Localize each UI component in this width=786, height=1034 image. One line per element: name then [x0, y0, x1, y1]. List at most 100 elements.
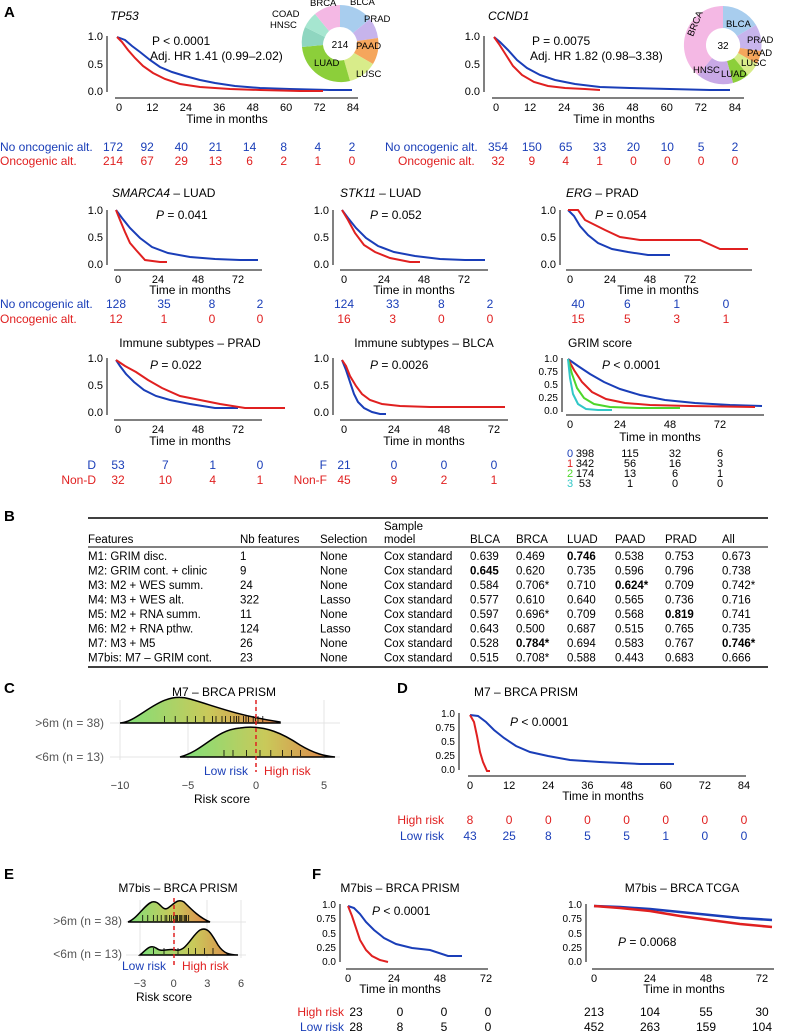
table-cell: 0.584: [470, 580, 499, 592]
series-line-grim-1: [567, 358, 756, 408]
table-cell: 322: [240, 595, 259, 607]
donut-slice-prad: [353, 19, 378, 41]
p-value: P = 0.0075: [532, 34, 590, 48]
donut-slice-lusc: [734, 53, 757, 75]
donut-slice-paad: [738, 48, 761, 64]
y-tick-labels: 1.0 0.5 0.0: [314, 353, 329, 419]
y-tick: 0.75: [563, 914, 583, 925]
risk-count: 115: [621, 448, 639, 460]
risk-table-ccnd1: No oncogenic alt. Oncogenic alt. 354 150 6…: [385, 140, 739, 168]
row-label: <6m (n = 13): [53, 947, 122, 961]
y-tick: 0.0: [314, 407, 329, 419]
y-tick-labels: 1.0 0.5 0.0: [88, 205, 103, 271]
x-tick-labels: 0 24 48 72: [567, 419, 726, 431]
x-tick: 48: [247, 102, 259, 114]
y-tick: 0.0: [541, 259, 556, 271]
table-cell: Cox standard: [384, 653, 452, 665]
x-tick-labels: 0 12 24 36 48 60 72 84: [467, 780, 750, 792]
x-tick: 0: [115, 274, 121, 286]
table-cell: None: [320, 609, 348, 621]
y-tick-labels: 1.0 0.75 0.5 0.25 0.0: [317, 900, 337, 968]
risk-count: 0: [717, 478, 723, 490]
table-cell: Cox standard: [384, 566, 452, 578]
table-cell: 24: [240, 580, 253, 592]
risk-count: 8: [397, 1020, 404, 1034]
series-line-red: [115, 209, 167, 263]
risk-row-red: 214 67 29 13 6 2 1 0: [103, 154, 356, 168]
risk-label-red: High risk: [297, 1005, 345, 1019]
risk-count: 2: [487, 297, 494, 311]
risk-count: 20: [627, 140, 641, 154]
plot-title: M7 – BRCA PRISM: [172, 685, 276, 699]
table-cell: Cox standard: [384, 624, 452, 636]
row-label: <6m (n = 13): [35, 750, 104, 764]
p-value: P = 0.022: [150, 358, 202, 372]
risk-count: 0: [209, 312, 216, 326]
hazard-ratio: Adj. HR 1.82 (0.98–3.38): [530, 49, 663, 63]
x-tick: −10: [111, 780, 130, 792]
risk-count: 28: [349, 1020, 363, 1034]
risk-count: 0: [441, 458, 448, 472]
risk-row-blue: 128 35 8 2: [106, 297, 264, 311]
row-label: >6m (n = 38): [35, 716, 104, 730]
risk-row-blue: 43 25 8 5 5 1 0 0: [463, 829, 747, 843]
p-value: P < 0.0001: [602, 358, 661, 372]
risk-count: 0: [485, 1005, 492, 1019]
risk-count: 16: [337, 312, 351, 326]
risk-count: 6: [717, 448, 723, 460]
donut-slice-brca: [315, 4, 340, 31]
x-tick: 36: [213, 102, 225, 114]
table-cell: 0.716: [722, 595, 751, 607]
km-plot-immune-blca: Immune subtypes – BLCA 1.0 0.5 0.0 0 24 48…: [314, 336, 508, 448]
risk-count: 23: [349, 1005, 363, 1019]
risk-count: 0: [702, 829, 709, 843]
x-tick: 48: [192, 274, 204, 286]
risk-count: 354: [488, 140, 508, 154]
risk-count: 10: [661, 140, 675, 154]
donut-center-count: 32: [717, 41, 729, 52]
table-cell: 0.736: [665, 595, 694, 607]
risk-row-red: 45 9 2 1: [337, 473, 497, 487]
y-tick: 0.25: [539, 393, 559, 404]
donut-label: LUAD: [314, 58, 339, 69]
series-line-red: [341, 209, 420, 263]
y-tick: 0.5: [88, 380, 103, 392]
risk-row-blue: 354 150 65 33 20 10 5 2: [488, 140, 739, 154]
table-cell: 0.515: [615, 624, 644, 636]
y-tick: 0.75: [317, 914, 337, 925]
km-plot-d: 1.0 0.75 0.5 0.25 0.0 0 12 24 36 48 60 72 84 Ti…: [436, 709, 751, 803]
donut-label: BRCA: [310, 0, 337, 9]
donut-slice-blca: [340, 4, 370, 33]
risk-count: 0: [441, 1005, 448, 1019]
table-cell: 0.538: [615, 551, 644, 563]
y-tick: 1.0: [441, 709, 455, 720]
density-ridge-gt6m: [119, 696, 281, 724]
x-tick: 48: [418, 274, 430, 286]
km-plot-tp53: TP53 1.0 0.5 0.0 0 12 24 36 48 60 72 84 Time in…: [88, 9, 359, 126]
series-line-grim-2: [567, 358, 680, 409]
risk-count: 0: [485, 1020, 492, 1034]
rug-marks: [163, 716, 301, 756]
x-axis-label: Time in months: [573, 112, 655, 126]
risk-count: 263: [640, 1020, 660, 1034]
table-header: model: [384, 534, 415, 546]
table-cell: 0.643: [470, 624, 499, 636]
donut-labels: BRCA BLCA PRAD PAAD LUSC LUAD HNSC: [686, 9, 774, 80]
risk-count: 40: [175, 140, 189, 154]
risk-row-blue: 21 0 0 0: [337, 458, 497, 472]
table-cell: Lasso: [320, 595, 351, 607]
x-tick: 0: [171, 978, 177, 990]
donut-slice-coad: [305, 14, 329, 37]
risk-count: 29: [175, 154, 189, 168]
table-cell: 0.583: [615, 638, 644, 650]
x-tick: 72: [488, 424, 500, 436]
x-axis-label: Time in months: [617, 283, 699, 297]
ridgeline-plot-c: >6m (n = 38) <6m (n = 13) Low risk High …: [35, 696, 340, 806]
series-line-red: [493, 36, 601, 91]
table-cell: M2: GRIM cont. + clinic: [88, 566, 207, 578]
donut-label: HNSC: [270, 20, 297, 31]
risk-count: 32: [491, 154, 505, 168]
x-tick-labels: 0 24 48 72: [567, 274, 696, 286]
series-line-red: [115, 359, 285, 409]
